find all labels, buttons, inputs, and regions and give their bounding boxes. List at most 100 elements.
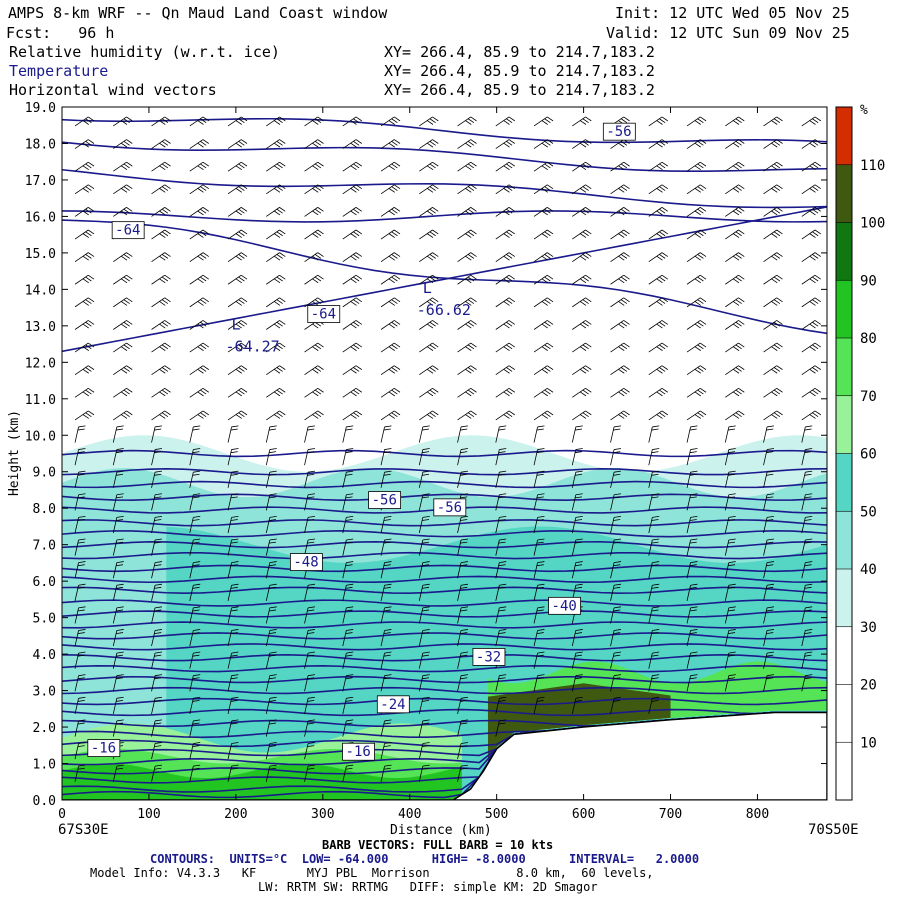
wind-barb	[304, 470, 316, 488]
y-tick-label: 13.0	[25, 320, 56, 335]
field-name-rh: Relative humidity (w.r.t. ice)	[9, 43, 280, 61]
colorbar-swatch	[836, 684, 852, 743]
wind-barb	[380, 719, 392, 737]
wind-barb	[342, 207, 362, 217]
wind-barb	[648, 274, 668, 285]
wind-barb	[342, 448, 354, 466]
wind-barb	[265, 696, 277, 715]
wind-barb	[495, 161, 515, 172]
low-center-value: -66.62	[417, 301, 471, 319]
wind-barb	[457, 116, 477, 127]
wind-barb	[112, 651, 124, 669]
wind-barb	[801, 425, 813, 443]
wind-barb	[572, 229, 592, 240]
wind-barb	[227, 297, 248, 308]
temperature-contour	[62, 168, 827, 209]
wind-barb	[342, 515, 354, 534]
wind-barb	[380, 297, 401, 308]
wind-barb	[151, 274, 171, 285]
wind-barb	[686, 161, 707, 172]
wind-barb	[457, 252, 477, 262]
wind-barb	[74, 651, 86, 669]
wind-barb	[342, 719, 354, 737]
wind-barb	[418, 583, 430, 601]
temperature-label-box	[368, 491, 402, 509]
wind-barb	[418, 448, 430, 466]
wind-barb	[419, 365, 439, 376]
wind-barb	[266, 342, 286, 353]
wind-barb	[610, 583, 622, 601]
wind-barb	[189, 387, 209, 398]
wind-barb	[189, 493, 201, 511]
wind-barb	[74, 493, 86, 511]
wind-barb	[74, 629, 86, 647]
temperature-contour	[62, 664, 827, 673]
wind-barb	[495, 252, 515, 262]
wind-barb	[227, 515, 239, 534]
wind-barb	[495, 448, 507, 466]
wind-barb	[418, 629, 430, 647]
wind-barb	[151, 493, 163, 511]
wind-barb	[763, 320, 783, 330]
wind-barb	[763, 161, 783, 172]
x-tick-label: 700	[659, 807, 682, 822]
wind-barb	[533, 448, 545, 466]
wind-barb	[724, 538, 736, 556]
wind-barb	[533, 184, 554, 195]
wind-barb	[304, 742, 316, 760]
wind-barb	[151, 448, 163, 466]
wind-barb	[265, 583, 277, 601]
wind-barb	[648, 320, 668, 330]
wind-barb	[342, 320, 362, 330]
wind-barb	[686, 229, 707, 240]
wind-barb	[304, 719, 316, 737]
colorbar-swatch	[836, 742, 852, 800]
wind-barb	[419, 320, 439, 330]
wind-barb	[113, 410, 133, 421]
wind-barb	[495, 561, 507, 579]
wind-barb	[189, 561, 201, 579]
wind-barb	[725, 184, 745, 195]
y-tick-label: 2.0	[33, 721, 56, 736]
low-center-mark: L	[423, 279, 432, 297]
temperature-contour	[62, 586, 827, 594]
wind-barb	[380, 387, 401, 398]
wind-barb	[74, 674, 86, 692]
field-name-temperature: Temperature	[9, 62, 109, 80]
wind-barb	[763, 515, 775, 534]
temperature-contour	[62, 686, 827, 695]
wind-barb	[495, 515, 507, 534]
wind-barb	[74, 342, 95, 353]
wind-barb	[266, 297, 286, 308]
wind-barb	[227, 365, 248, 376]
wind-barb	[801, 606, 813, 624]
wind-barb	[648, 207, 668, 217]
wind-barb	[189, 515, 201, 534]
temperature-label-text: -24	[380, 697, 405, 713]
wind-barb	[151, 425, 163, 443]
wind-barb	[495, 320, 515, 330]
wind-barb	[801, 297, 821, 308]
temperature-contour	[62, 210, 827, 223]
wind-barb	[380, 139, 401, 149]
wind-barb	[724, 651, 736, 669]
wind-barb	[495, 274, 515, 285]
colorbar-swatch	[836, 511, 852, 569]
wind-barb	[724, 583, 736, 601]
wind-barb	[725, 342, 745, 353]
y-tick-label: 16.0	[25, 210, 56, 225]
wind-barb	[380, 742, 392, 760]
wind-barb	[495, 139, 515, 149]
wind-barb	[342, 696, 354, 715]
colorbar-label: 20	[860, 678, 877, 694]
wind-barb	[801, 365, 821, 376]
wind-barb	[342, 425, 354, 443]
wind-barb	[380, 116, 401, 127]
wind-barb	[418, 538, 430, 556]
wind-barb	[763, 493, 775, 511]
wind-barb	[380, 365, 401, 376]
temperature-contour	[62, 675, 827, 684]
wind-barb	[610, 320, 630, 330]
wind-barb	[227, 207, 248, 217]
wind-barb	[801, 387, 821, 398]
